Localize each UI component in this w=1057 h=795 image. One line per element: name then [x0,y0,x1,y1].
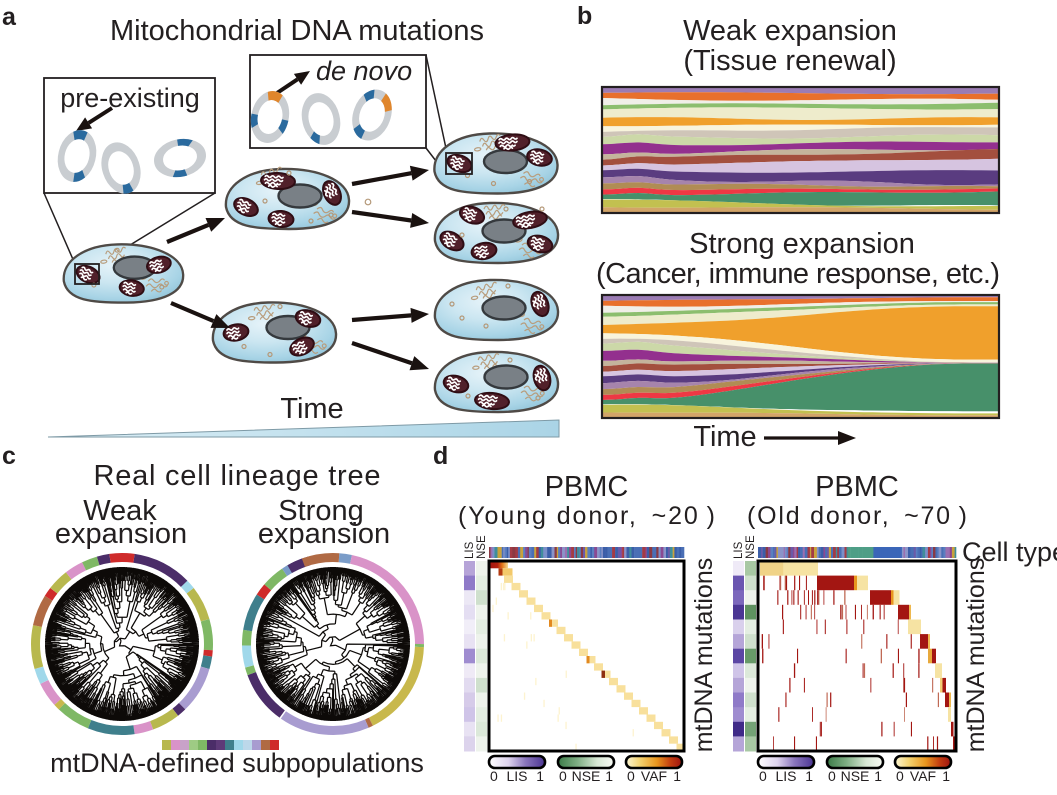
svg-text:expansion: expansion [258,518,390,550]
svg-text:de novo: de novo [316,56,412,86]
svg-text:0: 0 [559,768,567,784]
svg-text:c: c [2,442,16,470]
svg-text:LIS: LIS [464,541,476,559]
svg-text:LIS: LIS [506,768,527,784]
svg-text:1: 1 [673,768,681,784]
svg-text:d: d [433,442,448,470]
svg-text:PBMC: PBMC [545,471,629,503]
svg-text:0: 0 [828,768,836,784]
svg-text:NSE: NSE [572,768,601,784]
svg-text:PBMC: PBMC [815,471,899,503]
svg-text:Strong expansion: Strong expansion [689,228,915,260]
svg-text:Real cell lineage tree: Real cell lineage tree [94,460,381,492]
svg-text:b: b [577,2,592,30]
svg-text:1: 1 [536,768,544,784]
svg-text:VAF: VAF [641,768,667,784]
svg-text:VAF: VAF [910,768,936,784]
svg-text:mtDNA mutations: mtDNA mutations [962,558,990,753]
svg-text:a: a [2,3,17,31]
svg-text:0: 0 [759,768,767,784]
svg-text:pre-existing: pre-existing [60,83,200,113]
svg-text:mtDNA-defined subpopulations: mtDNA-defined subpopulations [50,748,424,778]
svg-text:Weak expansion: Weak expansion [683,15,897,47]
svg-text:0: 0 [490,768,498,784]
svg-text:1: 1 [805,768,813,784]
svg-text:1: 1 [942,768,950,784]
svg-text:(Cancer, immune response, etc.: (Cancer, immune response, etc.) [596,258,1000,290]
svg-text:mtDNA mutations: mtDNA mutations [690,558,718,753]
svg-text:0: 0 [627,768,635,784]
svg-text:1: 1 [874,768,882,784]
svg-text:0: 0 [896,768,904,784]
svg-text:NSE: NSE [745,535,757,559]
svg-text:Time: Time [280,393,343,425]
svg-text:Cell type: Cell type [962,537,1057,567]
svg-text:Strong: Strong [278,495,363,527]
svg-text:LIS: LIS [775,768,796,784]
svg-text:(Old donor, ~70 ): (Old donor, ~70 ) [747,502,967,530]
svg-text:(Tissue renewal): (Tissue renewal) [683,45,896,77]
svg-text:Time: Time [693,421,756,453]
svg-text:LIS: LIS [733,541,745,559]
svg-text:1: 1 [605,768,613,784]
svg-text:Mitochondrial DNA mutations: Mitochondrial DNA mutations [110,15,484,47]
svg-text:Weak: Weak [83,495,157,527]
svg-text:NSE: NSE [476,535,488,559]
svg-text:expansion: expansion [55,518,187,550]
svg-text:NSE: NSE [841,768,870,784]
